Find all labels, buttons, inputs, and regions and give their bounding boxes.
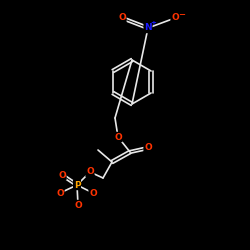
Text: +: + bbox=[150, 20, 156, 26]
Text: N: N bbox=[144, 24, 152, 32]
Text: O: O bbox=[171, 14, 179, 22]
Text: O: O bbox=[114, 132, 122, 141]
Text: −: − bbox=[178, 10, 186, 20]
Text: P: P bbox=[74, 180, 80, 190]
Text: O: O bbox=[86, 168, 94, 176]
Text: O: O bbox=[144, 144, 152, 152]
Text: O: O bbox=[74, 200, 82, 209]
Text: O: O bbox=[56, 188, 64, 198]
Text: O: O bbox=[89, 188, 97, 198]
Text: O: O bbox=[58, 170, 66, 179]
Text: O: O bbox=[118, 14, 126, 22]
